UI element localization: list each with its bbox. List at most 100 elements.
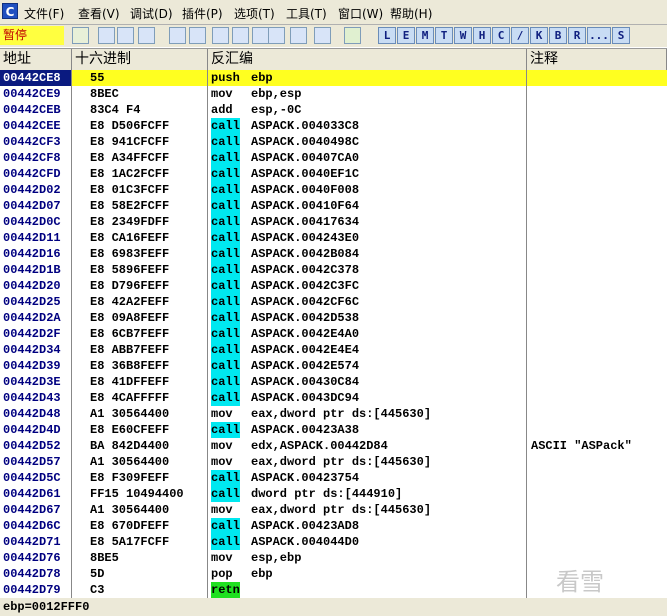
code-row[interactable]: 00442D20 E8 D796FEFF call ASPACK.0042C3FC	[0, 278, 667, 294]
hex-bytes: A1 30564400	[90, 503, 170, 517]
app-icon[interactable]: C	[2, 3, 18, 19]
toolbar-button[interactable]	[98, 27, 115, 44]
hex-bytes: E8 E60CFEFF	[90, 423, 170, 437]
code-row[interactable]: 00442D5C E8 F309FEFF call ASPACK.00423754	[0, 470, 667, 486]
code-row[interactable]: 00442D71 E8 5A17FCFF call ASPACK.004044D0	[0, 534, 667, 550]
column-separator	[71, 70, 72, 598]
mnemonic: call	[211, 486, 240, 502]
code-row[interactable]: 00442D76 8BE5 mov esp,ebp	[0, 550, 667, 566]
toolbar-letter-button[interactable]: M	[416, 27, 434, 44]
code-row[interactable]: 00442D52 BA 842D4400 mov edx,ASPACK.00442D8…	[0, 438, 667, 454]
toolbar-button[interactable]	[252, 27, 269, 44]
address: 00442CF8	[3, 151, 61, 165]
menu-item[interactable]: 选项(T)	[234, 7, 275, 21]
code-row[interactable]: 00442D2A E8 09A8FEFF call ASPACK.0042D538	[0, 310, 667, 326]
toolbar-button[interactable]	[232, 27, 249, 44]
mnemonic: call	[211, 166, 240, 182]
toolbar-button[interactable]	[344, 27, 361, 44]
address: 00442D52	[3, 439, 61, 453]
code-row[interactable]: 00442D0C E8 2349FDFF call ASPACK.00417634	[0, 214, 667, 230]
toolbar-button[interactable]	[189, 27, 206, 44]
menu-item[interactable]: 调试(D)	[130, 7, 173, 21]
code-row[interactable]: 00442D43 E8 4CAFFFFF call ASPACK.0043DC94	[0, 390, 667, 406]
toolbar-letter-button[interactable]: E	[397, 27, 415, 44]
mnemonic: call	[211, 326, 240, 342]
operands: ASPACK.0042E4E4	[251, 343, 360, 357]
toolbar-letter-button[interactable]: S	[612, 27, 630, 44]
address: 00442D2F	[3, 327, 61, 341]
code-row[interactable]: 00442D3E E8 41DFFEFF call ASPACK.00430C84	[0, 374, 667, 390]
code-row[interactable]: 00442D16 E8 6983FEFF call ASPACK.0042B084	[0, 246, 667, 262]
menu-item[interactable]: 插件(P)	[182, 7, 223, 21]
hex-bytes: E8 01C3FCFF	[90, 183, 170, 197]
code-row[interactable]: 00442CFD E8 1AC2FCFF call ASPACK.0040EF1C	[0, 166, 667, 182]
code-row[interactable]: 00442CE9 8BEC mov ebp,esp	[0, 86, 667, 102]
code-row[interactable]: 00442D4D E8 E60CFEFF call ASPACK.00423A38	[0, 422, 667, 438]
code-row[interactable]: 00442D79 C3 retn	[0, 582, 667, 598]
code-row[interactable]: 00442D6C E8 670DFEFF call ASPACK.00423AD8	[0, 518, 667, 534]
toolbar-letter-button[interactable]: /	[511, 27, 529, 44]
toolbar-letter-button[interactable]: C	[492, 27, 510, 44]
code-row[interactable]: 00442D67 A1 30564400 mov eax,dword ptr ds:[…	[0, 502, 667, 518]
toolbar-letter-button[interactable]: K	[530, 27, 548, 44]
toolbar-button[interactable]	[314, 27, 331, 44]
mnemonic: call	[211, 358, 240, 374]
toolbar-button[interactable]	[290, 27, 307, 44]
code-row[interactable]: 00442D25 E8 42A2FEFF call ASPACK.0042CF6C	[0, 294, 667, 310]
hex-bytes: E8 6983FEFF	[90, 247, 170, 261]
toolbar-button[interactable]	[268, 27, 285, 44]
column-separator	[526, 70, 527, 598]
address: 00442D11	[3, 231, 61, 245]
address: 00442D61	[3, 487, 61, 501]
mnemonic: mov	[211, 87, 233, 101]
mnemonic: call	[211, 214, 240, 230]
code-row[interactable]: 00442D1B E8 5896FEFF call ASPACK.0042C378	[0, 262, 667, 278]
mnemonic: add	[211, 103, 233, 117]
code-row[interactable]: 00442D11 E8 CA16FEFF call ASPACK.004243E0	[0, 230, 667, 246]
column-title[interactable]: 十六进制	[72, 49, 208, 70]
column-title[interactable]: 注释	[527, 49, 667, 70]
code-row[interactable]: 00442CF3 E8 941CFCFF call ASPACK.0040498C	[0, 134, 667, 150]
code-row[interactable]: 00442CE8 55 push ebp	[0, 70, 667, 86]
column-title[interactable]: 反汇编	[208, 49, 527, 70]
hex-bytes: E8 ABB7FEFF	[90, 343, 170, 357]
code-row[interactable]: 00442D57 A1 30564400 mov eax,dword ptr ds:[…	[0, 454, 667, 470]
toolbar-button[interactable]	[117, 27, 134, 44]
toolbar-letter-button[interactable]: T	[435, 27, 453, 44]
code-row[interactable]: 00442CF8 E8 A34FFCFF call ASPACK.00407CA0	[0, 150, 667, 166]
code-row[interactable]: 00442D07 E8 58E2FCFF call ASPACK.00410F64	[0, 198, 667, 214]
code-row[interactable]: 00442CEB 83C4 F4 add esp,-0C	[0, 102, 667, 118]
menu-item[interactable]: 窗口(W)	[338, 7, 384, 21]
toolbar-letter-button[interactable]: R	[568, 27, 586, 44]
toolbar-letter-button[interactable]: ...	[587, 27, 611, 44]
address: 00442CE8	[0, 70, 71, 86]
hex-bytes: A1 30564400	[90, 455, 170, 469]
menu-item[interactable]: 工具(T)	[286, 7, 327, 21]
mnemonic: call	[211, 230, 240, 246]
code-row[interactable]: 00442D39 E8 36B8FEFF call ASPACK.0042E574	[0, 358, 667, 374]
address: 00442CE9	[3, 87, 61, 101]
mnemonic: call	[211, 246, 240, 262]
toolbar-letter-button[interactable]: H	[473, 27, 491, 44]
toolbar-button[interactable]	[138, 27, 155, 44]
menu-item[interactable]: 文件(F)	[24, 7, 65, 21]
toolbar-letter-button[interactable]: W	[454, 27, 472, 44]
code-row[interactable]: 00442D61 FF15 10494400 call dword ptr ds:[4…	[0, 486, 667, 502]
address: 00442D3E	[3, 375, 61, 389]
code-row[interactable]: 00442D2F E8 6CB7FEFF call ASPACK.0042E4A0	[0, 326, 667, 342]
code-row[interactable]: 00442CEE E8 D506FCFF call ASPACK.004033C8	[0, 118, 667, 134]
menu-item[interactable]: 查看(V)	[78, 7, 120, 21]
toolbar-letter-button[interactable]: B	[549, 27, 567, 44]
toolbar-button[interactable]	[72, 27, 89, 44]
menu-item[interactable]: 帮助(H)	[390, 7, 433, 21]
mnemonic: call	[211, 278, 240, 294]
code-row[interactable]: 00442D48 A1 30564400 mov eax,dword ptr ds:[…	[0, 406, 667, 422]
toolbar-button[interactable]	[212, 27, 229, 44]
code-row[interactable]: 00442D34 E8 ABB7FEFF call ASPACK.0042E4E4	[0, 342, 667, 358]
column-title[interactable]: 地址	[0, 49, 72, 70]
code-row[interactable]: 00442D02 E8 01C3FCFF call ASPACK.0040F008	[0, 182, 667, 198]
code-row[interactable]: 00442D78 5D pop ebp	[0, 566, 667, 582]
toolbar-button[interactable]	[169, 27, 186, 44]
toolbar-letter-button[interactable]: L	[378, 27, 396, 44]
address: 00442D57	[3, 455, 61, 469]
